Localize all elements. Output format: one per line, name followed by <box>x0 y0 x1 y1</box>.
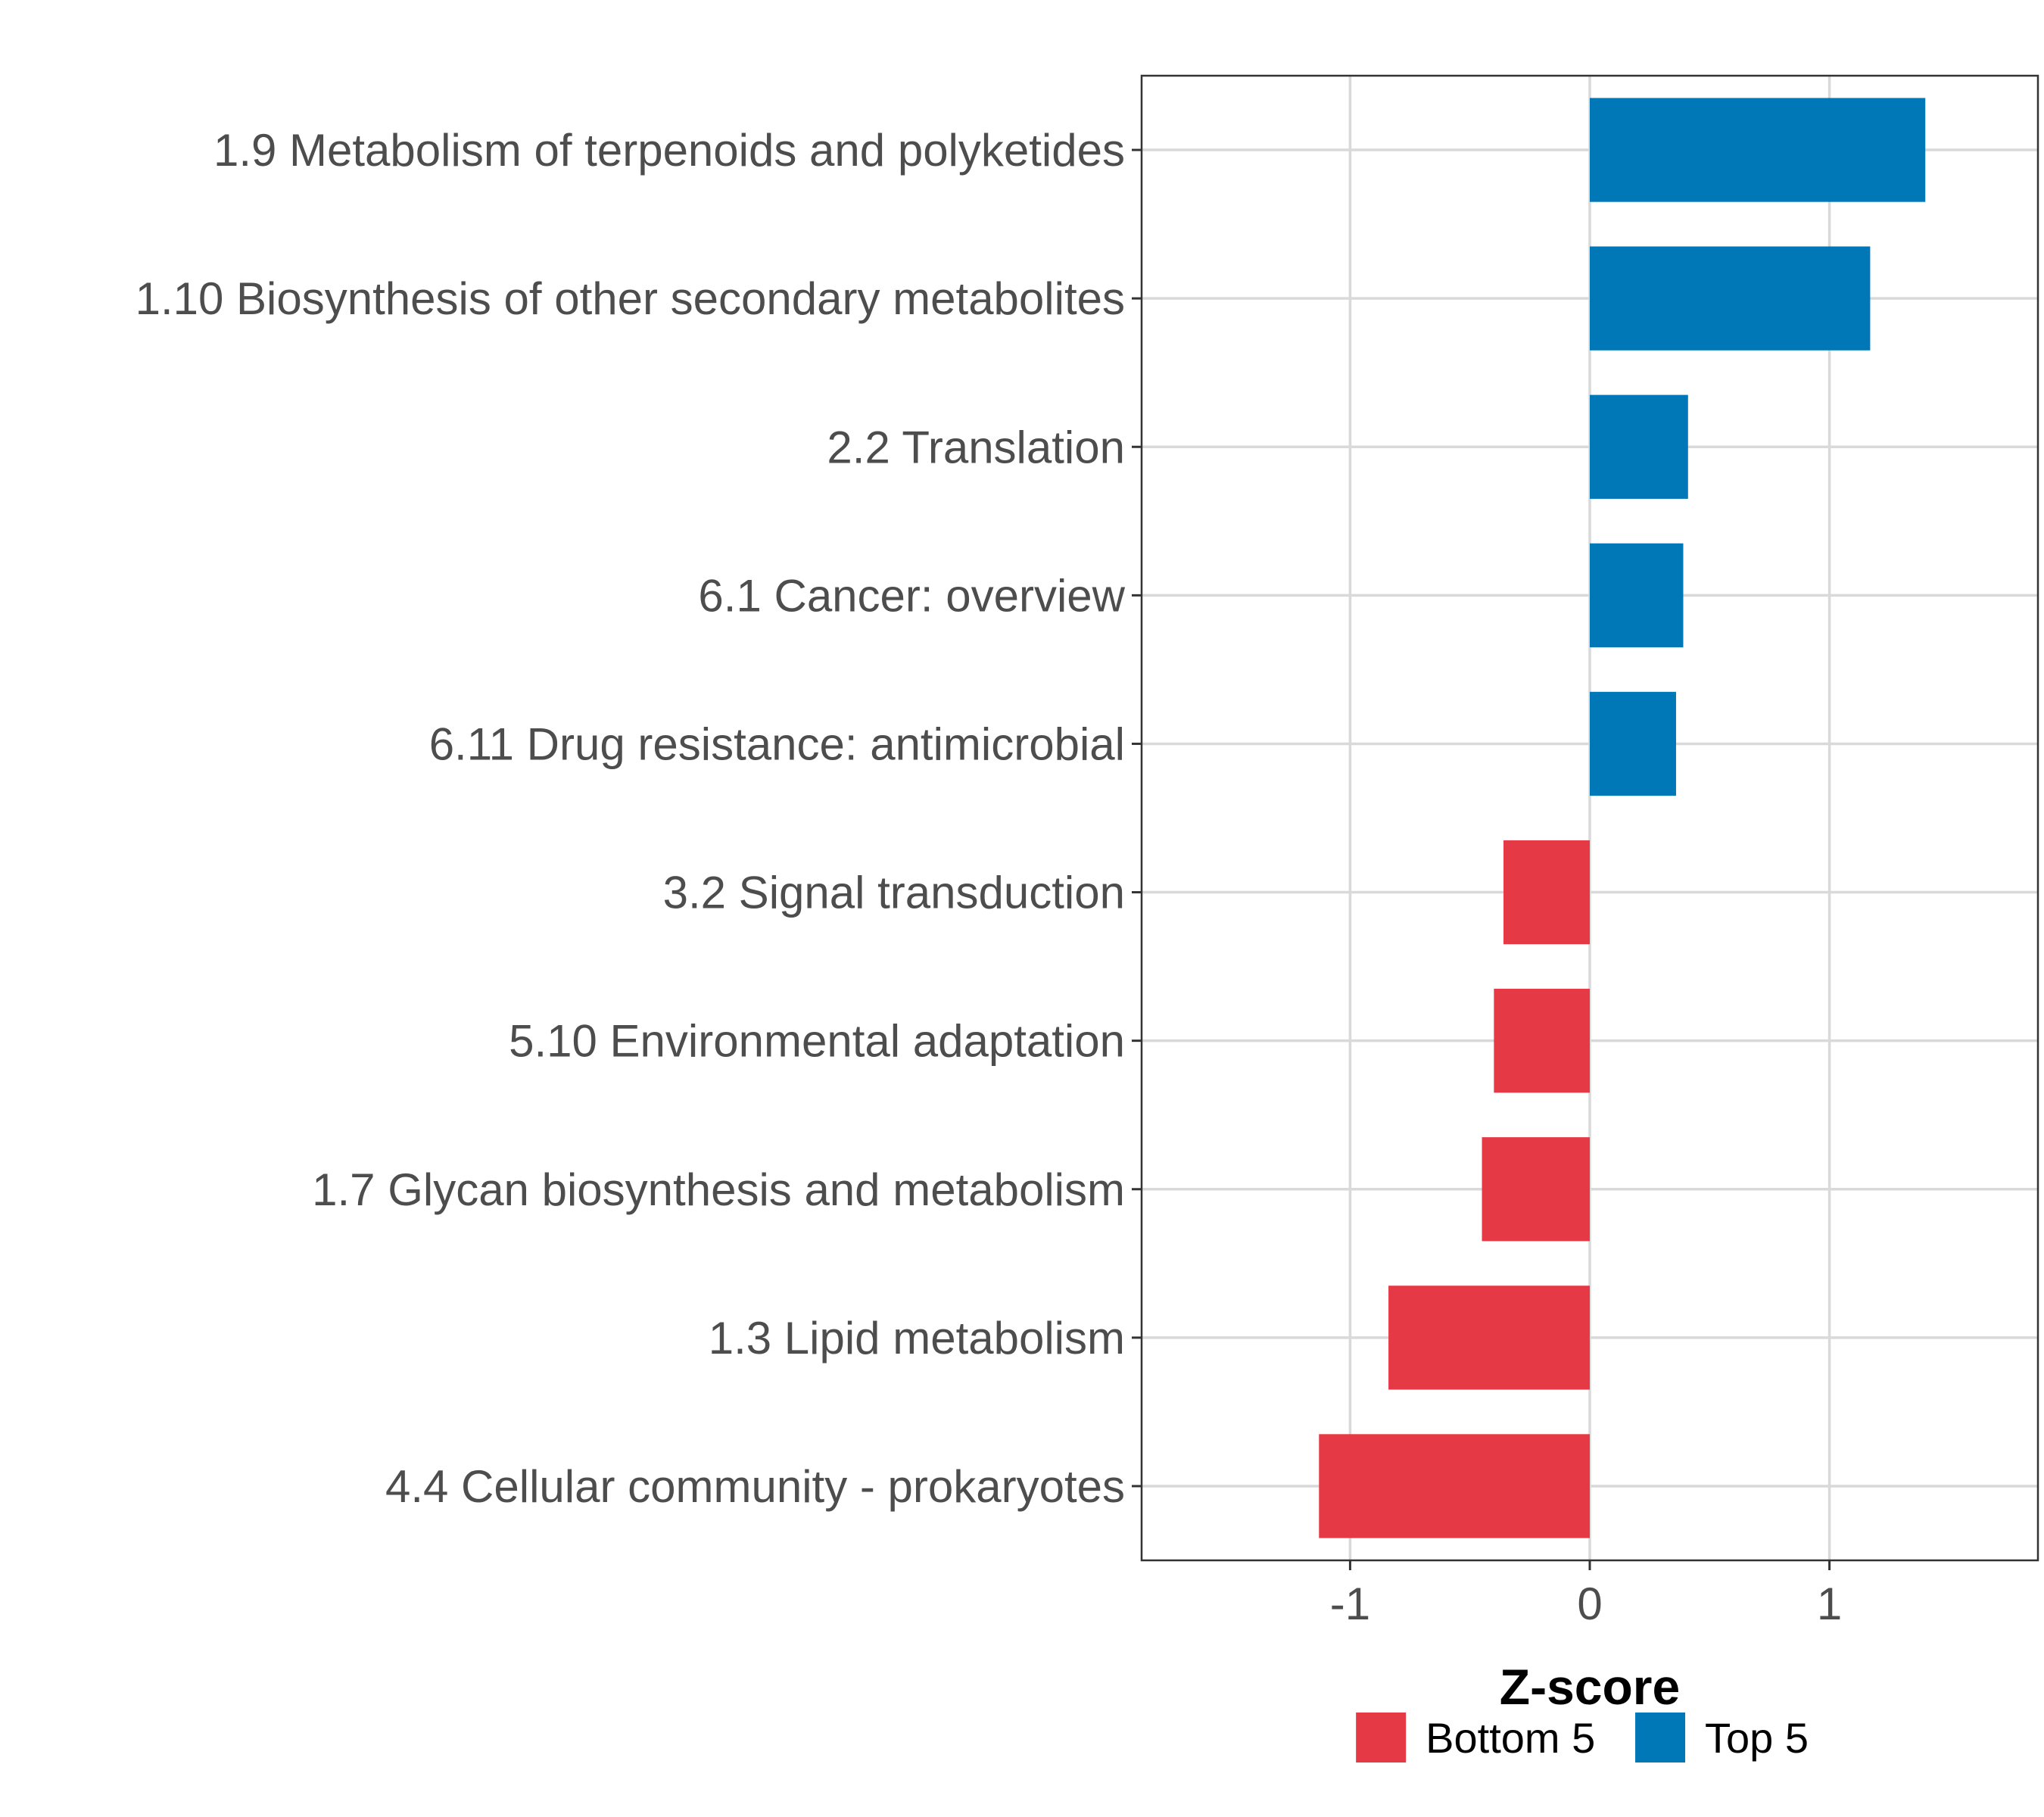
bar-2 <box>1590 394 1688 499</box>
legend-key-1 <box>1635 1713 1686 1762</box>
bar-6 <box>1494 989 1590 1093</box>
bar-4 <box>1590 691 1676 796</box>
category-label-4: 6.11 Drug resistance: antimicrobial <box>429 718 1125 769</box>
x-tick-label-0: -1 <box>1330 1579 1370 1629</box>
category-label-0: 1.9 Metabolism of terpenoids and polyket… <box>213 125 1125 176</box>
x-tick-label-2: 1 <box>1817 1579 1842 1629</box>
bar-5 <box>1503 840 1590 945</box>
bars <box>1319 98 1926 1538</box>
bar-1 <box>1590 246 1871 351</box>
x-axis: -1 0 1 <box>1330 1560 1842 1629</box>
bar-0 <box>1590 98 1926 202</box>
bar-9 <box>1319 1434 1590 1538</box>
x-axis-title: Z-score <box>1500 1659 1680 1715</box>
category-label-3: 6.1 Cancer: overview <box>698 570 1125 621</box>
x-tick-label-1: 0 <box>1577 1579 1602 1629</box>
category-label-6: 5.10 Environmental adaptation <box>509 1016 1125 1067</box>
category-label-5: 3.2 Signal transduction <box>663 868 1125 918</box>
legend-label-1: Top 5 <box>1705 1714 1809 1762</box>
category-label-7: 1.7 Glycan biosynthesis and metabolism <box>312 1164 1125 1215</box>
bar-7 <box>1482 1137 1590 1242</box>
category-label-1: 1.10 Biosynthesis of other secondary met… <box>136 273 1125 324</box>
legend: Bottom 5 Top 5 <box>1356 1713 1809 1762</box>
y-axis: 1.9 Metabolism of terpenoids and polyket… <box>136 125 1142 1512</box>
category-label-8: 1.3 Lipid metabolism <box>709 1313 1125 1364</box>
category-label-2: 2.2 Translation <box>827 422 1125 472</box>
bar-8 <box>1388 1286 1590 1390</box>
bar-3 <box>1590 543 1684 647</box>
legend-key-0 <box>1356 1713 1407 1762</box>
legend-label-0: Bottom 5 <box>1426 1714 1595 1762</box>
category-label-9: 4.4 Cellular community - prokaryotes <box>385 1461 1125 1512</box>
